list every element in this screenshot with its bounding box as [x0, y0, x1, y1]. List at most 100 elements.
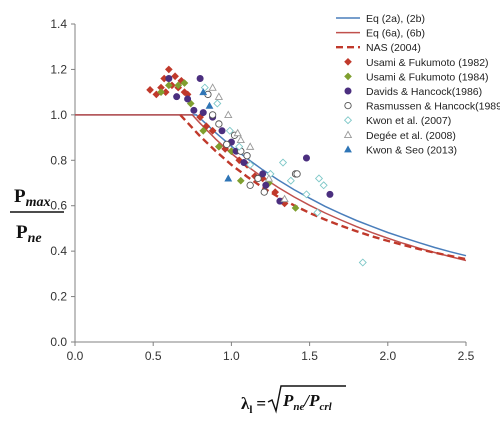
data-point-series-3 [196, 75, 204, 83]
data-point-series-4 [293, 170, 301, 178]
data-point-series-6 [224, 110, 233, 119]
x-tick-label: 2.5 [458, 349, 475, 363]
data-point-series-2 [199, 126, 208, 135]
data-point-series-4 [260, 188, 268, 196]
x-tick-label: 1.5 [301, 349, 318, 363]
data-point-series-7 [199, 88, 208, 96]
data-point-series-6 [233, 128, 242, 137]
data-point-series-4 [246, 181, 254, 189]
legend-marker-4 [344, 101, 352, 110]
y-tick-label: 1.0 [50, 108, 67, 122]
data-point-series-3 [165, 75, 173, 83]
data-point-series-1 [180, 88, 189, 96]
data-point-series-1 [202, 122, 211, 131]
legend-label: Eq (2a), (2b) [366, 13, 425, 25]
x-tick-label: 2.0 [379, 349, 396, 363]
data-point-series-6 [236, 135, 245, 144]
y-axis-label: Pmax Pne [10, 186, 64, 246]
data-point-series-3 [326, 190, 334, 198]
data-point-series-7 [224, 174, 233, 182]
data-point-series-3 [259, 170, 267, 178]
y-label-denominator: Pne [16, 222, 42, 246]
x-label-lambda: λl = [241, 394, 266, 416]
y-tick-label: 1.4 [50, 17, 67, 31]
legend: Eq (2a), (2b) Eq (6a), (6b) NAS (2004) Usam… [336, 13, 500, 156]
data-point-series-1 [271, 188, 280, 196]
data-point-series-3 [302, 154, 310, 162]
legend-label: Kwon & Seo (2013) [366, 144, 457, 156]
data-point-series-5 [246, 160, 255, 169]
data-point-series-4 [243, 152, 251, 160]
y-tick-label: 0.4 [50, 244, 67, 258]
data-point-series-2 [165, 81, 173, 90]
legend-marker-6 [343, 130, 353, 138]
data-point-series-5 [302, 190, 311, 199]
data-point-series-5 [358, 258, 367, 267]
legend-label: Eq (6a), (6b) [366, 28, 425, 40]
legend-label: Kwon et al. (2007) [366, 115, 451, 127]
data-point-series-3 [262, 181, 270, 189]
x-tick-label: 0.0 [67, 349, 84, 363]
x-tick-label: 1.0 [223, 349, 240, 363]
data-point-series-4 [223, 140, 231, 149]
x-label-radicand: Pne/Pcrl [282, 391, 333, 413]
data-point-series-5 [313, 208, 322, 217]
data-point-series-3 [173, 93, 181, 101]
data-point-series-4 [215, 120, 223, 128]
y-tick-label: 1.2 [50, 62, 67, 76]
legend-label: Usami & Fukumoto (1982) [366, 57, 489, 69]
data-point-series-3 [184, 95, 192, 103]
legend-label: Degée et al. (2008) [366, 130, 456, 142]
data-point-series-4 [254, 174, 262, 183]
y-tick-label: 0.2 [50, 290, 67, 304]
data-markers [146, 65, 367, 267]
data-point-series-1 [165, 65, 173, 74]
legend-marker-2 [344, 72, 352, 81]
data-point-series-1 [177, 76, 186, 85]
legend-label: NAS (2004) [366, 42, 421, 54]
data-point-series-3 [218, 127, 226, 135]
data-point-series-6 [208, 83, 217, 91]
legend-marker-7 [344, 145, 352, 153]
x-tick-label: 0.5 [145, 349, 162, 363]
data-point-series-2 [215, 142, 223, 151]
data-point-series-2 [236, 176, 245, 185]
data-point-series-6 [214, 92, 224, 100]
x-axis-label: λl = Pne/Pcrl [241, 385, 346, 416]
y-tick-label: 0.6 [50, 199, 67, 213]
data-point-series-1 [146, 86, 154, 94]
data-point-series-5 [319, 181, 328, 190]
data-point-series-2 [180, 79, 189, 87]
data-point-series-5 [314, 174, 324, 183]
data-point-series-6 [246, 142, 255, 150]
data-point-series-6 [280, 194, 289, 203]
data-point-series-5 [278, 158, 288, 167]
data-point-series-2 [291, 204, 300, 212]
data-point-series-3 [240, 159, 248, 167]
legend-marker-3 [344, 87, 352, 95]
data-point-series-5 [286, 176, 295, 185]
data-point-series-1 [196, 113, 204, 121]
y-tick-label: 0.8 [50, 153, 67, 167]
y-label-numerator: Pmax [14, 186, 51, 210]
data-point-series-4 [208, 111, 217, 119]
curve-3 [179, 114, 467, 261]
data-point-series-5 [225, 126, 234, 135]
legend-marker-5 [343, 116, 353, 125]
legend-label: Rasmussen & Hancock(1989) [366, 101, 500, 113]
data-point-series-5 [235, 142, 244, 151]
axes: 0.0 0.5 1.0 1.5 2.0 2.5 0.0 0.2 0.4 0.6 0.8 1.0 1.2 1… [50, 17, 474, 363]
legend-label: Davids & Hancock(1986) [366, 86, 482, 98]
data-point-series-2 [174, 81, 183, 90]
data-point-series-3 [190, 106, 198, 114]
data-point-series-6 [264, 174, 274, 182]
legend-marker-1 [344, 57, 352, 66]
legend-label: Usami & Fukumoto (1984) [366, 71, 489, 83]
data-point-series-3 [199, 109, 207, 117]
data-point-series-1 [208, 126, 217, 135]
y-tick-label: 0.0 [50, 335, 67, 349]
data-point-series-2 [157, 88, 165, 96]
data-point-series-7 [205, 101, 214, 109]
data-point-series-5 [213, 99, 222, 108]
